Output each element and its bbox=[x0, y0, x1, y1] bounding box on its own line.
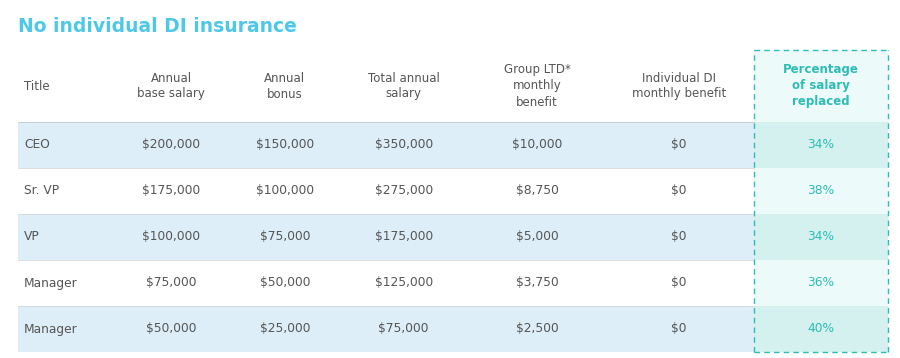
Text: $75,000: $75,000 bbox=[378, 323, 429, 335]
Text: Total annual
salary: Total annual salary bbox=[368, 72, 439, 101]
Text: $8,750: $8,750 bbox=[516, 184, 559, 198]
Text: Group LTD*
monthly
benefit: Group LTD* monthly benefit bbox=[504, 63, 571, 108]
Text: $0: $0 bbox=[671, 231, 687, 243]
Bar bbox=[604, 50, 753, 122]
Text: $175,000: $175,000 bbox=[142, 184, 201, 198]
Text: $0: $0 bbox=[671, 184, 687, 198]
Bar bbox=[337, 214, 471, 260]
Bar bbox=[471, 122, 604, 168]
Text: Manager: Manager bbox=[24, 323, 77, 335]
Text: $25,000: $25,000 bbox=[259, 323, 310, 335]
Bar bbox=[18, 168, 110, 214]
Text: No individual DI insurance: No individual DI insurance bbox=[18, 17, 297, 36]
Bar bbox=[471, 260, 604, 306]
Bar bbox=[337, 306, 471, 352]
Bar bbox=[753, 214, 888, 260]
Text: $5,000: $5,000 bbox=[516, 231, 559, 243]
Bar bbox=[232, 168, 337, 214]
Bar bbox=[471, 168, 604, 214]
Bar bbox=[471, 50, 604, 122]
Text: $100,000: $100,000 bbox=[256, 184, 314, 198]
Text: Annual
base salary: Annual base salary bbox=[138, 72, 205, 101]
Text: $0: $0 bbox=[671, 276, 687, 290]
Text: $275,000: $275,000 bbox=[374, 184, 433, 198]
Text: $125,000: $125,000 bbox=[374, 276, 433, 290]
Bar bbox=[232, 214, 337, 260]
Bar bbox=[604, 306, 753, 352]
Text: 34%: 34% bbox=[807, 231, 834, 243]
Text: 36%: 36% bbox=[807, 276, 834, 290]
Bar bbox=[753, 306, 888, 352]
Bar bbox=[753, 260, 888, 306]
Bar bbox=[604, 260, 753, 306]
Text: 40%: 40% bbox=[807, 323, 834, 335]
Text: $3,750: $3,750 bbox=[516, 276, 559, 290]
Bar bbox=[110, 214, 232, 260]
Text: Percentage
of salary
replaced: Percentage of salary replaced bbox=[783, 63, 859, 108]
Bar bbox=[604, 168, 753, 214]
Text: Title: Title bbox=[24, 79, 50, 92]
Bar bbox=[232, 50, 337, 122]
Text: $0: $0 bbox=[671, 139, 687, 151]
Text: $50,000: $50,000 bbox=[259, 276, 310, 290]
Bar bbox=[604, 214, 753, 260]
Bar bbox=[471, 306, 604, 352]
Bar bbox=[232, 122, 337, 168]
Text: $100,000: $100,000 bbox=[142, 231, 201, 243]
Text: $350,000: $350,000 bbox=[374, 139, 433, 151]
Text: CEO: CEO bbox=[24, 139, 50, 151]
Text: $75,000: $75,000 bbox=[259, 231, 310, 243]
Bar bbox=[337, 50, 471, 122]
Text: $10,000: $10,000 bbox=[512, 139, 562, 151]
Text: $175,000: $175,000 bbox=[374, 231, 433, 243]
Bar bbox=[110, 122, 232, 168]
Bar bbox=[110, 50, 232, 122]
Bar bbox=[18, 50, 110, 122]
Text: 34%: 34% bbox=[807, 139, 834, 151]
Bar bbox=[18, 260, 110, 306]
Bar bbox=[753, 50, 888, 122]
Bar bbox=[604, 122, 753, 168]
Text: Individual DI
monthly benefit: Individual DI monthly benefit bbox=[632, 72, 725, 101]
Bar bbox=[110, 260, 232, 306]
Bar bbox=[337, 122, 471, 168]
Text: Annual
bonus: Annual bonus bbox=[265, 72, 305, 101]
Text: $150,000: $150,000 bbox=[256, 139, 314, 151]
Bar bbox=[232, 306, 337, 352]
Bar bbox=[753, 122, 888, 168]
Bar bbox=[753, 168, 888, 214]
Text: Sr. VP: Sr. VP bbox=[24, 184, 59, 198]
Bar bbox=[337, 168, 471, 214]
Text: $75,000: $75,000 bbox=[146, 276, 196, 290]
Text: $50,000: $50,000 bbox=[146, 323, 196, 335]
Bar bbox=[337, 260, 471, 306]
Text: VP: VP bbox=[24, 231, 40, 243]
Text: 38%: 38% bbox=[807, 184, 834, 198]
Bar bbox=[232, 260, 337, 306]
Bar bbox=[18, 214, 110, 260]
Bar bbox=[110, 306, 232, 352]
Text: $0: $0 bbox=[671, 323, 687, 335]
Bar bbox=[471, 214, 604, 260]
Bar bbox=[110, 168, 232, 214]
Bar bbox=[18, 122, 110, 168]
Text: Manager: Manager bbox=[24, 276, 77, 290]
Text: $2,500: $2,500 bbox=[516, 323, 559, 335]
Bar bbox=[18, 306, 110, 352]
Text: $200,000: $200,000 bbox=[142, 139, 201, 151]
